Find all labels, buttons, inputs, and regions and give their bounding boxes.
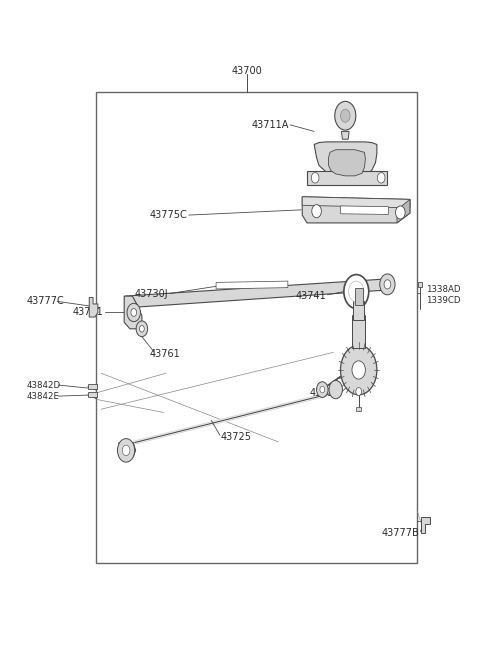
Polygon shape — [341, 132, 349, 140]
Circle shape — [140, 326, 144, 332]
Polygon shape — [119, 443, 136, 457]
Circle shape — [396, 206, 405, 219]
Text: 43761: 43761 — [73, 307, 104, 317]
Polygon shape — [314, 142, 377, 176]
Circle shape — [312, 204, 322, 217]
Bar — [307, 171, 387, 185]
Polygon shape — [302, 196, 410, 208]
Polygon shape — [216, 281, 288, 289]
Text: 1339CD: 1339CD — [426, 295, 460, 305]
Circle shape — [136, 321, 148, 337]
Bar — [96, 92, 417, 563]
Polygon shape — [89, 297, 98, 317]
Text: 43711A: 43711A — [252, 120, 289, 130]
Text: 43735: 43735 — [310, 388, 340, 398]
Bar — [355, 288, 362, 305]
Circle shape — [344, 274, 369, 309]
Circle shape — [377, 173, 385, 183]
Text: 43777B: 43777B — [382, 529, 420, 538]
Polygon shape — [397, 199, 410, 223]
Circle shape — [340, 109, 350, 122]
Circle shape — [356, 388, 361, 396]
Text: 43842E: 43842E — [27, 392, 60, 401]
Text: 43741: 43741 — [295, 291, 326, 301]
Bar — [352, 316, 365, 348]
Circle shape — [335, 102, 356, 130]
Bar — [353, 301, 364, 320]
Polygon shape — [340, 206, 388, 214]
Circle shape — [317, 382, 328, 398]
Circle shape — [127, 303, 141, 322]
Polygon shape — [302, 196, 410, 223]
Circle shape — [122, 445, 130, 456]
Bar — [88, 384, 97, 389]
Bar — [88, 392, 97, 397]
Text: 43842D: 43842D — [27, 381, 61, 390]
Text: 43761: 43761 — [149, 348, 180, 359]
Polygon shape — [125, 278, 393, 308]
Circle shape — [118, 439, 135, 462]
Circle shape — [329, 381, 342, 399]
Text: 43775C: 43775C — [150, 210, 187, 220]
Bar — [418, 282, 422, 287]
Circle shape — [312, 173, 319, 183]
Circle shape — [340, 345, 377, 395]
Circle shape — [380, 274, 395, 295]
Text: 1338AD: 1338AD — [426, 285, 460, 294]
Polygon shape — [124, 296, 142, 329]
Text: 43725: 43725 — [221, 432, 252, 442]
Text: 43730J: 43730J — [134, 288, 168, 299]
Circle shape — [320, 386, 324, 393]
Bar — [356, 407, 361, 411]
Text: 43700: 43700 — [232, 66, 263, 75]
Polygon shape — [328, 150, 365, 176]
Text: 43777C: 43777C — [27, 296, 65, 307]
Circle shape — [384, 280, 391, 289]
Polygon shape — [421, 517, 430, 533]
Circle shape — [131, 309, 137, 316]
Circle shape — [348, 281, 364, 302]
Circle shape — [352, 361, 365, 379]
